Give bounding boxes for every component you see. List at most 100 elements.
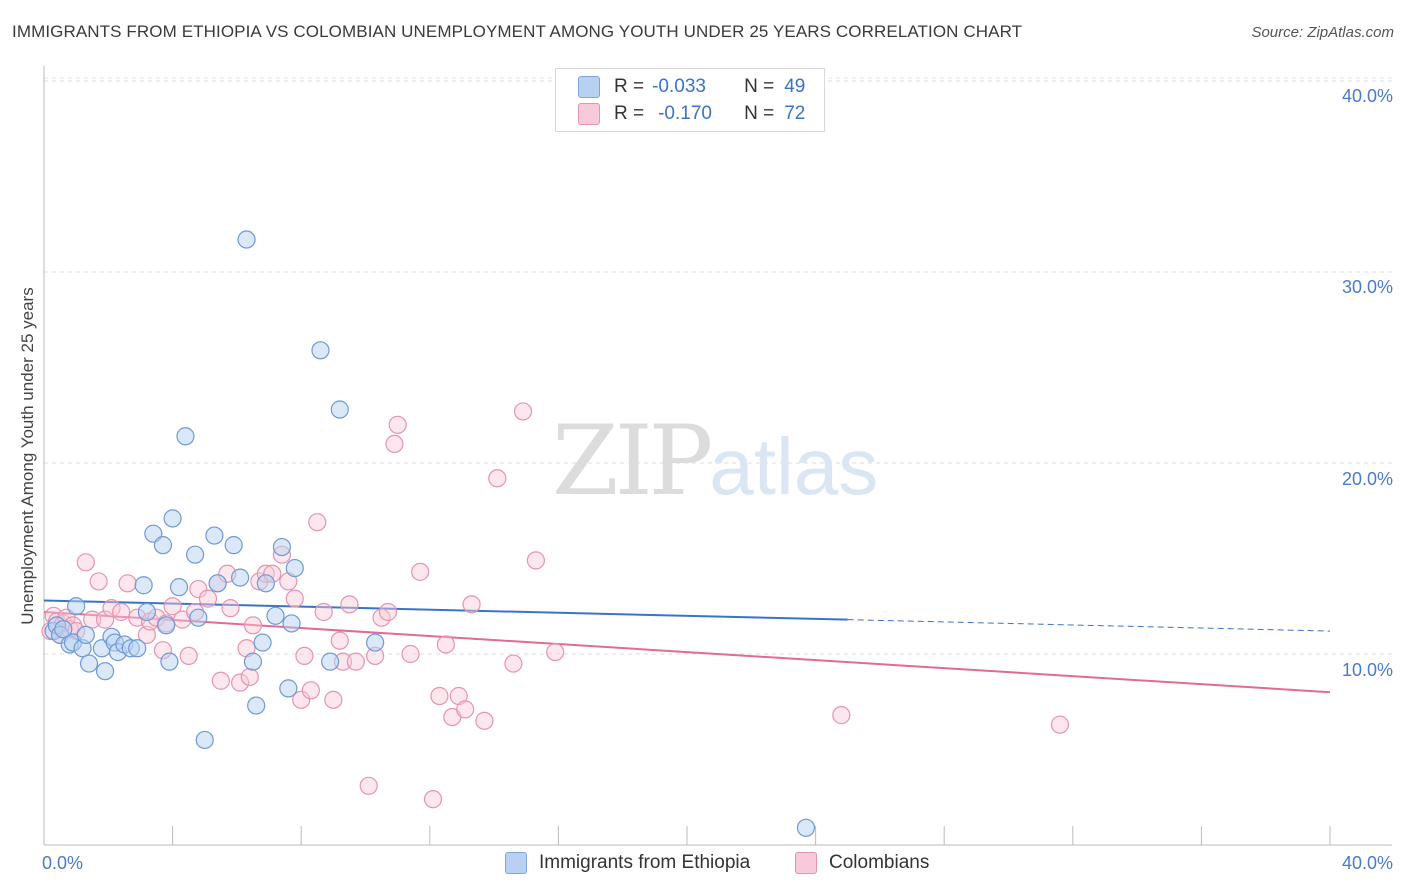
point-colombians <box>231 673 250 692</box>
point-colombians <box>1050 715 1070 734</box>
watermark-zip: ZIP <box>552 405 713 517</box>
r-value: -0.170 <box>658 103 712 124</box>
watermark: ZIPatlas <box>552 405 878 517</box>
point-colombians <box>388 415 407 434</box>
axes <box>43 66 1392 846</box>
legend-row-colombians: R = -0.170 N = 72 <box>578 101 805 127</box>
legend-swatch-pink <box>795 852 817 874</box>
point-ethiopia <box>256 574 275 593</box>
y-tick-label: 30.0% <box>1341 277 1393 297</box>
point-colombians <box>163 597 182 616</box>
point-colombians <box>179 646 198 666</box>
point-ethiopia <box>272 537 292 557</box>
legend-label: Immigrants from Ethiopia <box>539 852 751 873</box>
y-axis-title: Unemployment Among Youth under 25 years <box>18 287 37 625</box>
x-tick-label-min: 0.0% <box>42 853 84 873</box>
point-ethiopia <box>186 545 205 564</box>
point-ethiopia <box>237 230 256 249</box>
legend-row-ethiopia: R = -0.033 N = 49 <box>578 74 805 100</box>
point-ethiopia <box>366 633 385 652</box>
point-ethiopia <box>157 616 176 635</box>
point-ethiopia <box>247 696 266 715</box>
point-colombians <box>401 644 420 664</box>
r-label: R = <box>614 103 645 124</box>
point-ethiopia <box>285 558 304 578</box>
point-colombians <box>243 616 263 635</box>
point-ethiopia <box>176 427 195 446</box>
point-colombians <box>112 602 131 622</box>
point-colombians <box>340 595 359 614</box>
n-label: N = <box>744 103 775 124</box>
legend-item-ethiopia: Immigrants from Ethiopia <box>505 852 750 874</box>
point-ethiopia <box>330 400 349 419</box>
n-value: 49 <box>784 76 806 97</box>
legend-swatch-blue <box>505 852 527 874</box>
point-colombians <box>832 706 851 725</box>
point-colombians <box>504 654 523 673</box>
point-ethiopia <box>279 679 298 698</box>
point-colombians <box>346 652 365 671</box>
trend-line-colombians <box>43 610 1331 694</box>
point-colombians <box>285 589 304 608</box>
source-credit: Source: ZipAtlas.com <box>1251 24 1394 41</box>
point-colombians <box>240 667 259 687</box>
point-ethiopia <box>137 602 156 622</box>
chart-title: IMMIGRANTS FROM ETHIOPIA VS COLOMBIAN UN… <box>12 22 1023 41</box>
point-ethiopia <box>160 652 179 671</box>
point-ethiopia <box>95 662 115 681</box>
point-colombians <box>456 700 475 719</box>
point-colombians <box>378 602 398 622</box>
legend-swatch-blue <box>578 76 600 98</box>
n-value: 72 <box>784 103 806 124</box>
point-ethiopia <box>195 730 214 750</box>
y-tick-label: 10.0% <box>1341 660 1393 680</box>
trend-line-ethiopia <box>43 599 848 621</box>
point-colombians <box>295 646 314 666</box>
point-colombians <box>76 553 95 572</box>
point-ethiopia <box>54 620 73 639</box>
point-colombians <box>221 599 240 618</box>
point-colombians <box>89 572 108 591</box>
point-colombians <box>330 631 349 650</box>
point-colombians <box>475 711 494 730</box>
point-ethiopia <box>153 536 173 555</box>
point-ethiopia <box>231 568 250 587</box>
point-colombians <box>385 434 404 453</box>
point-colombians <box>526 551 545 570</box>
point-colombians <box>211 671 230 690</box>
y-tick-label: 20.0% <box>1341 469 1393 489</box>
point-colombians <box>430 686 449 706</box>
point-colombians <box>198 589 218 608</box>
point-ethiopia <box>208 574 227 593</box>
watermark-atlas: atlas <box>709 422 879 511</box>
point-colombians <box>137 625 156 645</box>
x-tick-label-max: 40.0% <box>1341 853 1393 873</box>
point-ethiopia <box>163 509 182 528</box>
point-ethiopia <box>321 652 340 671</box>
point-colombians <box>308 513 327 532</box>
point-colombians <box>95 610 115 629</box>
trend-lines <box>43 599 1331 694</box>
point-ethiopia <box>67 597 86 616</box>
point-ethiopia <box>253 633 272 652</box>
point-colombians <box>314 602 333 622</box>
legend-label: Colombians <box>829 852 930 873</box>
point-ethiopia <box>79 654 99 673</box>
n-label: N = <box>744 76 775 97</box>
point-colombians <box>102 599 121 618</box>
point-ethiopia <box>796 818 816 837</box>
point-colombians <box>546 642 565 662</box>
point-ethiopia <box>243 652 263 671</box>
point-ethiopia <box>134 576 153 595</box>
point-colombians <box>118 574 137 593</box>
series-legend: Immigrants from Ethiopia Colombians <box>0 852 1406 878</box>
point-ethiopia <box>205 526 224 545</box>
point-colombians <box>513 402 533 421</box>
point-ethiopia <box>282 614 301 633</box>
point-ethiopia <box>169 578 189 597</box>
point-ethiopia <box>76 625 95 645</box>
point-ethiopia <box>189 608 208 627</box>
point-ethiopia <box>266 606 285 625</box>
y-tick-label: 40.0% <box>1341 86 1393 106</box>
